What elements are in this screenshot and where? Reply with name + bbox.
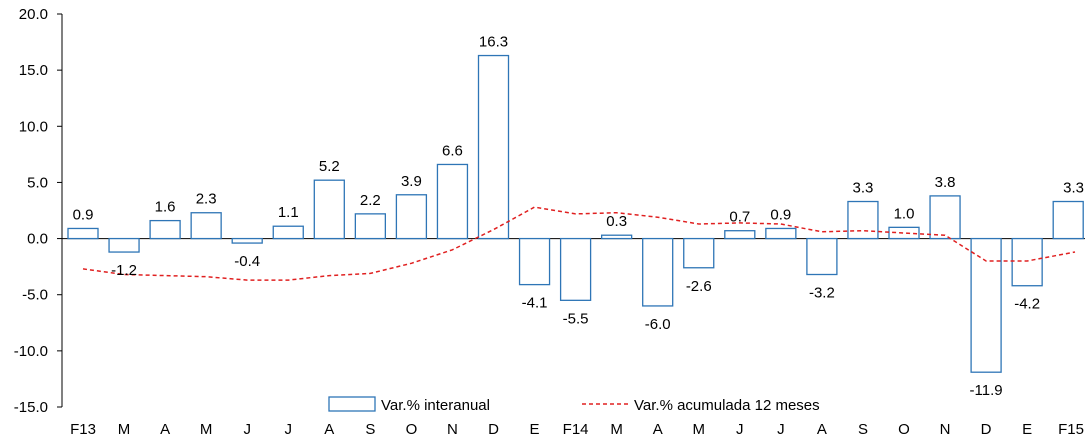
bar [313,179,345,240]
bar-data-label: 3.9 [401,173,422,190]
bar [518,237,551,286]
data-labels: 0.9 -1.2 1.6 2.3 -0.4 1.1 5.2 2.2 3.9 6.6 16.3 -4.1… [73,34,1084,400]
x-tick-label: E [1022,421,1032,438]
bar-data-label: 5.2 [319,158,340,175]
bar [847,200,879,240]
x-tick-label: D [981,421,992,438]
bar-data-label: -3.2 [809,285,835,302]
bar [272,225,304,240]
bar-data-label: 1.1 [278,204,299,221]
y-tick-label: 5.0 [27,174,48,191]
bar-data-label: 16.3 [479,34,508,51]
x-tick-label: J [777,421,785,438]
bar [1052,200,1084,240]
legend: Var.% interanual Var.% acumulada 12 mese… [328,396,820,414]
y-tick-label: 10.0 [19,118,48,135]
x-tick-label: N [447,421,458,438]
bar-data-label: -1.2 [111,262,137,279]
bar [477,54,510,240]
y-tick-label: 15.0 [19,62,48,79]
bar-data-label: 6.6 [442,142,463,159]
x-tick-label: F15 [1058,421,1084,438]
x-tick-label: M [118,421,131,438]
bar-data-label: -2.6 [686,278,712,295]
bar [149,219,181,240]
bar-data-label: 2.2 [360,192,381,209]
x-axis: F13 M A M J J A S O N D E F14 M A M J J A S O N D E F15 [70,421,1084,438]
bar-data-label: -5.5 [563,310,589,327]
x-tick-label: J [243,421,251,438]
x-tick-label: F13 [70,421,96,438]
bar-data-label: 0.9 [770,206,791,223]
y-tick-label: 20.0 [19,6,48,23]
x-tick-label: S [365,421,375,438]
bar [806,237,838,276]
bar [724,230,756,240]
bar-series-var-interanual [67,54,1084,373]
x-tick-label: J [736,421,744,438]
bar [108,237,140,253]
x-tick-label: O [898,421,910,438]
bar-data-label: -11.9 [970,382,1003,399]
x-tick-label: A [817,421,827,438]
x-tick-label: F14 [563,421,589,438]
bar [354,213,387,240]
legend-label-line: Var.% acumulada 12 meses [634,397,820,414]
bar [601,234,633,240]
bar-data-label: -4.2 [1014,296,1040,313]
bar-data-label: -4.1 [522,295,548,312]
x-tick-label: M [693,421,706,438]
x-tick-label: A [324,421,334,438]
x-tick-label: D [488,421,499,438]
bar [765,227,797,240]
x-tick-label: A [653,421,663,438]
bar-data-label: 3.3 [853,180,874,197]
bar [683,237,715,269]
bar-data-label: 1.0 [894,205,915,222]
bar [231,237,263,244]
bar-data-label: 1.6 [155,199,176,216]
x-tick-label: E [530,421,540,438]
bar [888,226,920,240]
legend-swatch-bar [328,396,376,412]
x-tick-label: M [200,421,213,438]
legend-label-bar: Var.% interanual [381,397,490,414]
x-tick-label: S [858,421,868,438]
y-tick-label: -5.0 [22,287,48,304]
x-tick-label: O [406,421,418,438]
bar-data-label: 2.3 [196,191,217,208]
bar-data-label: -0.4 [234,253,260,270]
bar [970,237,1002,373]
line-series-var-acumulada [82,206,1076,281]
bar [395,194,428,240]
bar [1011,237,1043,287]
bar-data-label: 3.8 [935,174,956,191]
bar-data-label: 0.3 [606,213,627,230]
bar [929,195,961,240]
bar [436,163,469,240]
x-tick-label: M [610,421,623,438]
x-tick-label: J [285,421,293,438]
bar-data-label: 3.3 [1063,180,1084,197]
x-tick-label: N [940,421,951,438]
bar [642,237,674,307]
bar [190,212,222,240]
line-series-path [82,206,1076,281]
bar [67,227,99,240]
y-tick-label: -15.0 [14,399,48,416]
bar-data-label: -6.0 [645,316,671,333]
y-tick-label: 0.0 [27,231,48,248]
bar [559,237,592,301]
bar-data-label: 0.7 [729,209,750,226]
bar-data-label: 0.9 [73,206,94,223]
x-tick-label: A [160,421,170,438]
y-tick-label: -10.0 [14,343,48,360]
